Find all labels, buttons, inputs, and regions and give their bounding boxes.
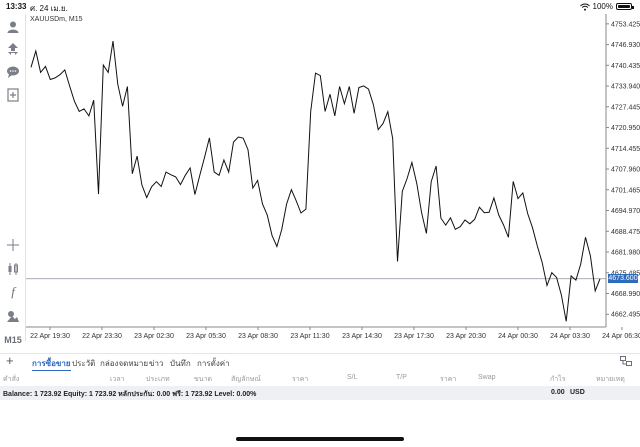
profile-icon[interactable] <box>3 17 23 37</box>
price-series-line <box>30 41 601 322</box>
x-tick-label: 23 Apr 11:30 <box>290 333 329 340</box>
status-right: 100% <box>579 2 634 11</box>
y-tick-label: 4694.970 <box>611 208 640 215</box>
col-time: เวลา <box>110 376 125 383</box>
col-sl: S/L <box>347 374 358 381</box>
tab-news[interactable]: ข่าว <box>149 359 164 368</box>
y-tick-label: 4740.435 <box>611 63 640 70</box>
y-tick-label: 4733.940 <box>611 84 640 91</box>
terminal-tabs: + การซื้อขาย ประวัติ กล่องจดหมาย ข่าว บั… <box>0 353 640 371</box>
chart-symbol-label: XAUUSDm, M15 <box>30 16 83 23</box>
y-tick-label: 4707.960 <box>611 167 640 174</box>
status-bar: 13:33 ศ. 24 เม.ย. 100% <box>0 0 640 14</box>
tab-mailbox[interactable]: กล่องจดหมาย <box>100 359 149 368</box>
objects-icon[interactable] <box>3 306 23 326</box>
y-tick-label: 4753.425 <box>611 21 640 28</box>
y-tick-label: 4714.455 <box>611 146 640 153</box>
add-icon[interactable]: + <box>6 353 14 368</box>
y-tick-label: 4675.485 <box>611 270 640 277</box>
col-order: คำสั่ง <box>3 376 20 383</box>
trade-table-header: คำสั่ง เวลา ประเภท ขนาด สัญลักษณ์ ราคา S… <box>0 372 640 384</box>
x-tick-label: 23 Apr 05:30 <box>186 333 226 340</box>
y-tick-label: 4688.475 <box>611 229 640 236</box>
tab-journal[interactable]: บันทึก <box>170 359 191 368</box>
x-tick-label: 24 Apr 03:30 <box>550 333 590 340</box>
price-chart[interactable]: 4753.425 4746.930 4740.435 4733.940 4727.445… <box>26 14 640 341</box>
x-tick-label: 23 Apr 17:30 <box>394 333 434 340</box>
candlesticks-icon[interactable] <box>3 259 23 279</box>
layout-toggle-icon[interactable] <box>620 356 632 366</box>
crosshair-icon[interactable] <box>3 235 23 255</box>
tab-history[interactable]: ประวัติ <box>72 359 96 368</box>
home-indicator[interactable] <box>236 437 404 441</box>
col-tp: T/P <box>396 374 407 381</box>
col-swap: Swap <box>478 374 496 381</box>
battery-icon <box>616 3 634 10</box>
x-tick-label: 22 Apr 23:30 <box>82 333 122 340</box>
col-type: ประเภท <box>146 376 170 383</box>
tab-trade[interactable]: การซื้อขาย <box>32 357 71 371</box>
status-date: ศ. 24 เม.ย. <box>30 4 68 13</box>
col-symbol: สัญลักษณ์ <box>231 376 261 383</box>
y-tick-label: 4668.990 <box>611 291 640 298</box>
y-tick-label: 4746.930 <box>611 42 640 49</box>
total-profit: 0.00 <box>551 389 565 396</box>
current-price-tag: 4673.600 <box>608 274 638 284</box>
y-tick-label: 4662.495 <box>611 312 640 319</box>
y-tick-label: 4681.980 <box>611 250 640 257</box>
tab-settings[interactable]: การตั้งค่า <box>197 359 230 368</box>
account-currency: USD <box>570 389 585 396</box>
y-tick-label: 4720.950 <box>611 125 640 132</box>
x-tick-label: 23 Apr 20:30 <box>446 333 486 340</box>
col-price: ราคา <box>292 376 309 383</box>
add-document-icon[interactable] <box>3 85 23 105</box>
wifi-icon <box>579 3 590 11</box>
col-volume: ขนาด <box>194 376 213 383</box>
chart-canvas: 4753.425 4746.930 4740.435 4733.940 4727.445… <box>26 14 640 340</box>
col-profit: กำไร <box>550 376 566 383</box>
x-tick-label: 24 Apr 00:30 <box>498 333 538 340</box>
indicator-icon[interactable]: f <box>11 284 15 299</box>
col-comment: หมายเหตุ <box>596 376 625 383</box>
battery-percent: 100% <box>592 2 613 11</box>
x-tick-label: 23 Apr 08:30 <box>238 333 278 340</box>
status-time: 13:33 <box>6 2 27 11</box>
balance-row: Balance: 1 723.92 Equity: 1 723.92 หลักป… <box>0 386 640 400</box>
x-tick-label: 22 Apr 19:30 <box>30 333 70 340</box>
balance-text: Balance: 1 723.92 Equity: 1 723.92 หลักป… <box>3 391 257 398</box>
left-toolbar: f M15 <box>0 14 26 345</box>
x-tick-label: 24 Apr 06:30 <box>602 333 640 340</box>
timeframe-button[interactable]: M15 <box>4 335 22 345</box>
chat-icon[interactable] <box>3 62 23 82</box>
x-tick-label: 23 Apr 02:30 <box>134 333 174 340</box>
y-tick-label: 4727.445 <box>611 104 640 111</box>
col-current-price: ราคา <box>440 376 457 383</box>
trade-arrows-icon[interactable] <box>3 39 23 59</box>
y-tick-label: 4701.465 <box>611 187 640 194</box>
x-tick-label: 23 Apr 14:30 <box>342 333 382 340</box>
